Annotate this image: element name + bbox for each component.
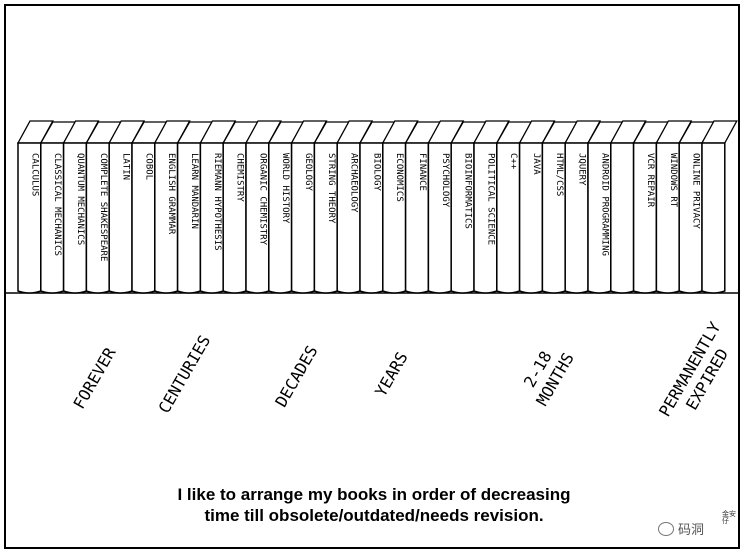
caption-line-1: I like to arrange my books in order of d… — [177, 485, 571, 504]
book-title: VCR REPAIR — [645, 153, 655, 208]
book-title: LEARN MANDARIN — [189, 153, 199, 229]
book-title: BIOLOGY — [371, 153, 381, 192]
book-spine — [701, 142, 726, 294]
wechat-icon — [658, 522, 674, 536]
book-title: JQUERY — [577, 153, 587, 186]
book-7: LEARN MANDARIN — [176, 121, 214, 294]
category-label-line: YEARS — [371, 349, 412, 400]
book-20: POLITICAL SCIENCE — [472, 120, 510, 294]
book-title: C++ — [508, 153, 518, 170]
category-label-2: DECADES — [271, 342, 321, 410]
book-title: CHEMISTRY — [235, 153, 245, 202]
book-9: CHEMISTRY — [222, 121, 260, 294]
book-title: HTML/CSS — [554, 153, 564, 196]
book-11: WORLD HISTORY — [267, 121, 305, 294]
caption: I like to arrange my books in order of d… — [6, 484, 738, 526]
book-title: ANDROID PROGRAMMING — [599, 153, 609, 256]
artist-signature: 金安仔 — [722, 510, 736, 525]
book-21: C++ — [495, 121, 533, 294]
book-19: BIOINFORMATICS — [450, 121, 488, 294]
bookshelf-illustration: CALCULUS CLASSICAL MECHANICS QUANTUM MECHA… — [6, 120, 738, 420]
book-title: POLITICAL SCIENCE — [485, 153, 495, 245]
book-spine — [610, 142, 635, 294]
book-5: COBOL — [130, 121, 168, 294]
book-13: STRING THEORY — [313, 121, 351, 294]
watermark: 码洞 — [658, 519, 704, 538]
book-10: ORGANIC CHEMISTRY — [244, 120, 282, 294]
book-4: LATIN — [108, 120, 146, 294]
book-0: CALCULUS — [16, 120, 54, 294]
book-title: ENGLISH GRAMMAR — [166, 153, 176, 235]
book-16: ECONOMICS — [381, 120, 419, 294]
category-label-line: CENTURIES — [155, 332, 215, 417]
category-label-0: FOREVER — [69, 344, 119, 412]
book-28: WINDOWS RT — [655, 120, 693, 294]
category-label-line: FOREVER — [69, 344, 119, 412]
book-title: CLASSICAL MECHANICS — [52, 153, 62, 256]
book-title: QUANTUM MECHANICS — [75, 153, 85, 245]
category-label-3: YEARS — [371, 349, 412, 400]
book-title: RIEMANN HYPOTHESIS — [212, 153, 222, 251]
book-title: ARCHAEOLOGY — [349, 153, 359, 213]
book-title: COBOL — [143, 153, 153, 180]
book-title: PSYCHOLOGY — [440, 153, 450, 208]
watermark-text: 码洞 — [678, 523, 705, 538]
book-title: GEOLOGY — [303, 153, 313, 192]
book-title: WINDOWS RT — [668, 153, 678, 208]
book-title: BIOINFORMATICS — [463, 153, 473, 229]
book-title: JAVA — [531, 153, 541, 175]
book-title: ONLINE PRIVACY — [691, 153, 701, 229]
book-title: LATIN — [121, 153, 131, 180]
book-title: CALCULUS — [29, 153, 39, 196]
book-title: STRING THEORY — [326, 153, 336, 224]
caption-line-2: time till obsolete/outdated/needs revisi… — [204, 506, 544, 525]
book-title: ORGANIC CHEMISTRY — [257, 153, 267, 246]
category-label-line: DECADES — [271, 342, 321, 410]
book-24: JQUERY — [564, 120, 602, 294]
book-title: COMPLETE SHAKESPEARE — [98, 153, 108, 261]
category-label-1: CENTURIES — [155, 332, 215, 417]
book-2: QUANTUM MECHANICS — [62, 120, 100, 294]
book-14: ARCHAEOLOGY — [336, 120, 374, 294]
book-30 — [700, 120, 738, 294]
book-27: VCR REPAIR — [632, 121, 670, 294]
comic-panel: CALCULUS CLASSICAL MECHANICS QUANTUM MECHA… — [4, 4, 740, 549]
book-title: FINANCE — [417, 153, 427, 191]
book-title: ECONOMICS — [394, 153, 404, 202]
book-title: WORLD HISTORY — [280, 153, 290, 224]
book-22: JAVA — [518, 120, 556, 294]
